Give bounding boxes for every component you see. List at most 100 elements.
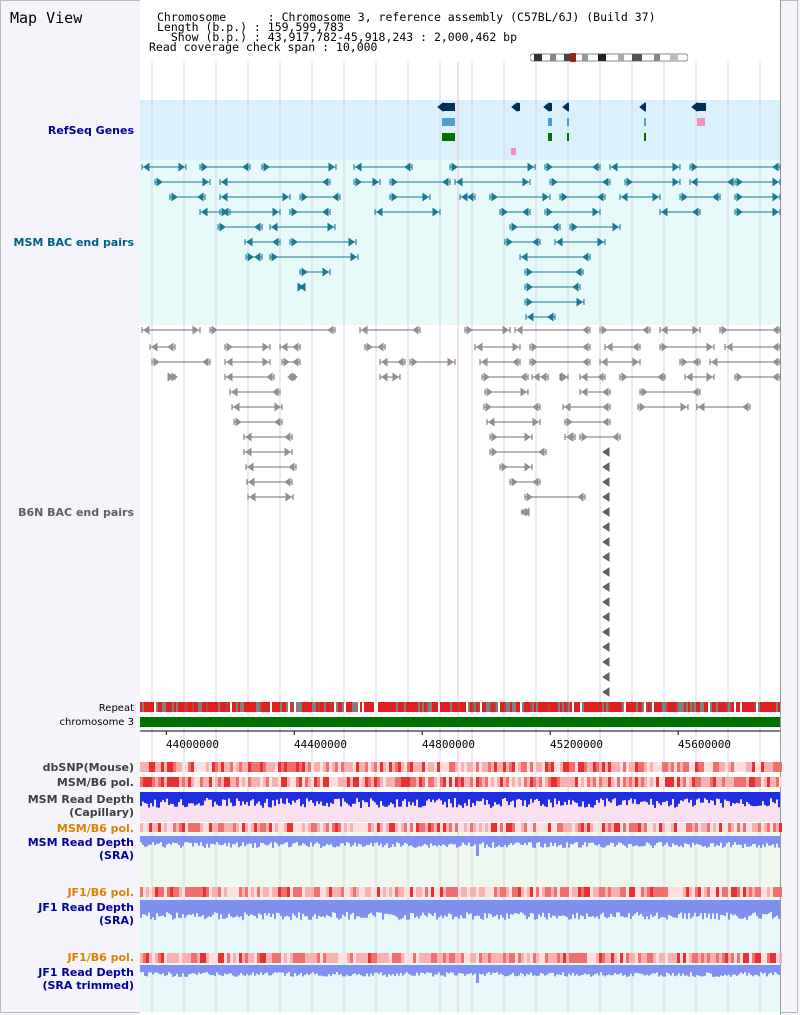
repeat-segment (670, 702, 672, 712)
msm-b6-pol-cell (665, 823, 668, 832)
jf1-b6-pol-cell (554, 953, 557, 963)
msm-depth-sra-bar (650, 836, 652, 846)
msm-depth-sra-bar (328, 836, 330, 846)
msm-b6-pol-cell (455, 777, 458, 787)
msm-depth-sra-bar (396, 836, 398, 843)
track-label-jf1-depth-trim: JF1 Read Depth (38, 966, 134, 979)
jf1-b6-pol-cell (764, 887, 767, 897)
msm-depth-cap-bar (662, 792, 664, 803)
repeat-segment (286, 702, 288, 712)
repeat-segment (656, 702, 658, 712)
jf1-depth-trim-bar (734, 965, 736, 975)
msm-bac-end (772, 207, 779, 217)
jf1-depth-sra-bar (178, 900, 180, 918)
jf1-b6-pol-cell (371, 887, 374, 897)
jf1-b6-pol-cell (710, 953, 713, 963)
jf1-depth-trim-bar (642, 965, 644, 975)
dbsnp-cell (317, 762, 320, 772)
jf1-depth-trim-bar (604, 965, 606, 977)
repeat-segment (310, 702, 312, 712)
msm-b6-pol-cell (170, 777, 173, 787)
msm-depth-sra-bar (718, 836, 720, 846)
msm-b6-pol-cell (182, 777, 185, 787)
msm-b6-pol-cell (758, 777, 761, 787)
jf1-b6-pol-cell (332, 953, 335, 963)
track-label-jf1-depth-sra-sub: (SRA) (99, 914, 134, 927)
b6n-bac-end (249, 492, 256, 502)
jf1-depth-trim-bar (426, 965, 428, 973)
msm-depth-cap-bar (502, 792, 504, 799)
msm-b6-pol-cell (515, 777, 518, 787)
msm-bac-end (246, 237, 253, 247)
jf1-b6-pol-cell (617, 887, 620, 897)
msm-b6-pol-cell (560, 777, 563, 787)
msm-depth-sra-bar (560, 836, 562, 845)
msm-depth-cap-bar (454, 792, 456, 799)
msm-bac-end (327, 222, 334, 232)
jf1-depth-trim-bar (472, 965, 474, 976)
repeat-segment (290, 702, 292, 712)
msm-depth-sra-bar (620, 836, 622, 843)
msm-depth-cap-bar (254, 792, 256, 806)
jf1-depth-sra-bar (170, 900, 172, 915)
jf1-depth-sra-bar (210, 900, 212, 917)
jf1-depth-sra-bar (750, 900, 752, 916)
jf1-depth-sra-bar (710, 900, 712, 920)
jf1-depth-trim-bar (666, 965, 668, 973)
msm-depth-sra-bar (530, 836, 532, 843)
msm-b6-pol-cell (710, 823, 713, 832)
dbsnp-cell (521, 762, 524, 772)
msm-depth-cap-bar (728, 792, 730, 802)
msm-depth-sra-bar (350, 836, 352, 847)
jf1-b6-pol-cell (482, 953, 485, 963)
msm-b6-pol-cell (635, 823, 638, 832)
msm-depth-sra-bar (432, 836, 434, 846)
repeat-segment (600, 702, 602, 712)
msm-depth-cap-bar (294, 792, 296, 803)
jf1-b6-pol-cell (293, 887, 296, 897)
jf1-b6-pol-cell (476, 887, 479, 897)
jf1-depth-sra-bar (228, 900, 230, 914)
msm-depth-sra-bar (680, 836, 682, 846)
repeat-segment (610, 702, 612, 712)
repeat-segment (538, 702, 540, 712)
cds-feature (442, 133, 455, 141)
msm-b6-pol-cell (371, 777, 374, 787)
msm-depth-cap-bar (658, 792, 660, 804)
jf1-b6-pol-cell (191, 887, 194, 897)
jf1-depth-sra-bar (474, 900, 476, 917)
msm-depth-sra-bar (330, 836, 332, 845)
msm-b6-pol-cell (368, 777, 371, 787)
msm-depth-sra-bar (688, 836, 690, 845)
repeat-segment (574, 702, 576, 712)
msm-b6-pol-cell (533, 823, 536, 832)
msm-bac-end (201, 162, 208, 172)
jf1-depth-sra-bar (396, 900, 398, 918)
msm-b6-pol-cell (749, 777, 752, 787)
msm-bac-end (772, 177, 779, 187)
msm-depth-sra-bar (516, 836, 518, 843)
repeat-segment (342, 702, 344, 712)
jf1-b6-pol-cell (683, 953, 686, 963)
jf1-depth-sra-bar (332, 900, 334, 913)
jf1-b6-pol-cell (266, 953, 269, 963)
msm-b6-pol-cell (197, 777, 200, 787)
msm-b6-pol-cell (173, 823, 176, 832)
msm-b6-pol-cell (188, 777, 191, 787)
repeat-segment (596, 702, 598, 712)
jf1-depth-sra-bar (292, 900, 294, 914)
dbsnp-cell (431, 762, 434, 772)
b6n-bac-end (447, 357, 454, 367)
repeat-segment (618, 702, 620, 712)
dbsnp-cell (581, 762, 584, 772)
jf1-depth-trim-bar (456, 965, 458, 976)
msm-b6-pol-cell (551, 823, 554, 832)
msm-depth-sra-bar (452, 836, 454, 845)
msm-depth-sra-bar (294, 836, 296, 843)
msm-depth-sra-bar (444, 836, 446, 846)
chromosome-ideogram[interactable] (530, 53, 688, 62)
dbsnp-cell (605, 762, 608, 772)
jf1-depth-trim-bar (720, 965, 722, 976)
jf1-b6-pol-cell (290, 953, 293, 963)
